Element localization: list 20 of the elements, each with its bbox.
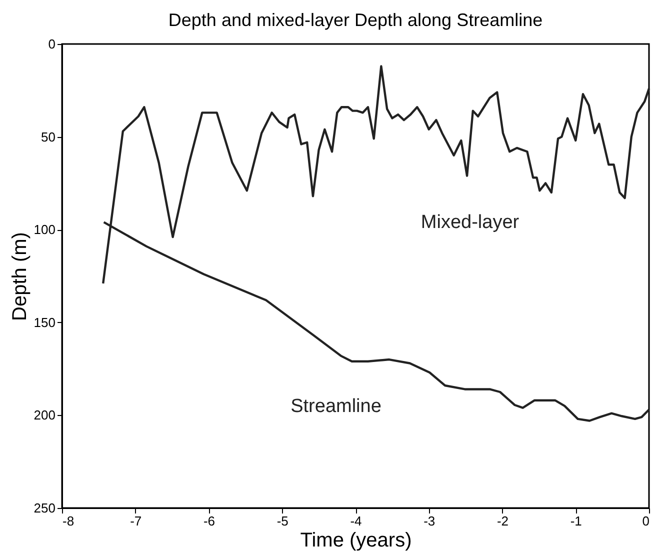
x-tick-label: -2 (496, 514, 509, 528)
y-tick-label: 150 (34, 314, 56, 330)
x-tick-label: -8 (62, 514, 74, 528)
x-tick-label: 0 (642, 514, 650, 528)
y-tick-label: 100 (34, 222, 56, 238)
x-tick-label: -6 (203, 514, 216, 528)
x-tick-label: -5 (276, 514, 288, 528)
x-tick-label: -1 (570, 514, 582, 528)
x-tick-label: -4 (350, 514, 362, 528)
series-label: Mixed-layer (420, 212, 520, 233)
y-tick-label: 0 (48, 36, 56, 52)
y-tick-label: 250 (34, 500, 56, 516)
y-tick-label: 50 (41, 129, 56, 144)
x-tick-label: -3 (424, 514, 436, 528)
x-tick-label: -7 (130, 514, 142, 528)
y-axis-title: Depth (m) (8, 232, 31, 321)
series-label: Streamline (290, 396, 382, 417)
chart-title: Depth and mixed-layer Depth along Streamline (168, 10, 543, 30)
x-axis-title: Time (years) (300, 530, 412, 552)
y-tick-label: 200 (34, 408, 56, 423)
